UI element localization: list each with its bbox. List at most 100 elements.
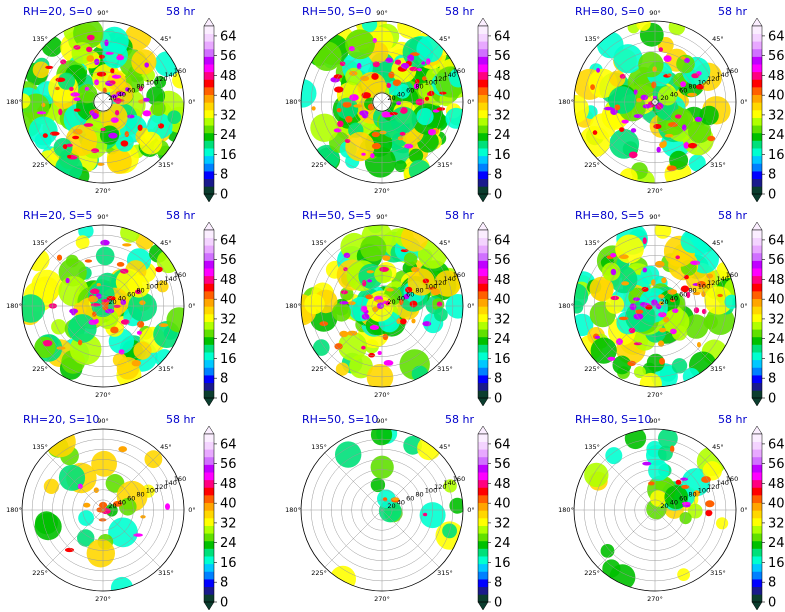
precip-cell [681,124,687,131]
precip-cell [688,142,698,149]
grid-spoke [654,248,713,307]
precip-cell [432,109,440,113]
colorbar-segment [752,510,762,519]
precip-cell [605,295,625,314]
colorbar-segment [752,275,762,284]
precip-cell [628,151,638,159]
polar-frame [300,224,464,388]
colorbar-segment [478,110,488,118]
precip-cell [137,320,145,328]
precip-cell [658,312,667,318]
angle-tick-label: 180° [6,98,22,106]
colorbar-tick-label: 32 [494,516,511,531]
angle-tick-label: 45° [439,443,451,451]
precip-cell [619,74,626,79]
precip-cell [94,79,99,86]
angle-tick-label: 270° [374,595,390,603]
colorbar-segment [752,556,762,565]
precip-cell [41,102,46,108]
colorbar-segment [478,132,488,141]
precip-cell [84,259,93,263]
colorbar-tick-label: 48 [494,273,511,288]
radial-tick-label: 40 [118,498,126,506]
colorbar-tick-label: 24 [768,332,785,347]
angle-tick-label: 225° [584,569,600,577]
precip-cell [670,445,675,453]
grid-spoke [102,452,161,511]
angle-tick-label: 180° [558,302,574,310]
precip-cell [449,497,463,514]
precip-cell [361,345,366,350]
colorbar-tick-label: 56 [220,253,237,268]
precip-cell [370,477,386,493]
colorbar-segment [478,571,488,580]
radial-tick-label: 20 [387,94,395,102]
precip-cell [92,112,98,120]
precip-cell [45,65,54,69]
precip-cell [28,116,58,146]
colorbar-segment [752,125,762,134]
colorbar-tick-label: 16 [768,148,785,163]
precip-cell [619,168,638,183]
precip-cell [150,101,166,116]
radial-tick-label: 80 [136,491,144,499]
precip-cell [610,253,617,258]
precip-cell [425,58,431,65]
colorbar-segment [204,33,214,42]
precip-cell [424,96,430,101]
precip-cell [120,268,129,274]
precip-cell [642,104,652,109]
precip-cell [382,333,389,341]
precip-cell [58,464,86,491]
colorbar-segment [204,336,214,345]
colorbar-segment [478,375,488,384]
precip-cell [687,92,697,97]
precip-cell [142,110,152,117]
precip-cell [72,135,80,140]
precip-cell [102,42,128,69]
colorbar-segment [752,94,762,103]
colorbar-tick-label: 16 [494,148,511,163]
precip-cell [651,299,658,306]
precip-cell [705,500,715,508]
colorbar-frame [477,25,489,195]
precip-cell [610,268,617,276]
precip-cell [137,124,143,131]
precip-cell [110,117,119,123]
colorbar-segment [478,245,488,254]
grid-spoke [381,44,440,103]
radial-tick-label: 40 [118,90,126,98]
colorbar-segment [478,563,488,572]
precip-cell [681,501,691,505]
radial-tick-label: 160 [726,475,738,483]
precip-cell [382,255,391,261]
precip-cell [381,111,390,118]
precip-cell [683,142,690,149]
colorbar-segment [204,479,214,488]
radial-tick-label: 160 [453,475,465,483]
radial-tick-label: 120 [155,279,167,287]
precip-cell [682,368,701,386]
precip-cell [672,308,679,314]
colorbar-segment [478,556,488,565]
colorbar-segment [478,586,488,595]
colorbar-segment [478,382,488,391]
colorbar-segment [478,352,488,361]
grid-spoke [45,44,104,103]
colorbar-segment [752,563,762,572]
precip-cell [613,44,643,74]
precip-cell [361,92,371,99]
colorbar-segment [204,382,214,391]
colorbar-segment [752,586,762,595]
colorbar-frame [751,433,763,603]
precip-cell [677,568,690,581]
colorbar-segment [752,329,762,338]
colorbar-segment [204,56,214,65]
precip-cell [116,55,125,61]
polar-frame [573,224,737,388]
radial-tick-label: 100 [146,487,158,495]
precip-cell [77,339,83,346]
colorbar-segment [752,359,762,368]
precip-cell [110,68,115,74]
polar-frame [573,20,737,184]
